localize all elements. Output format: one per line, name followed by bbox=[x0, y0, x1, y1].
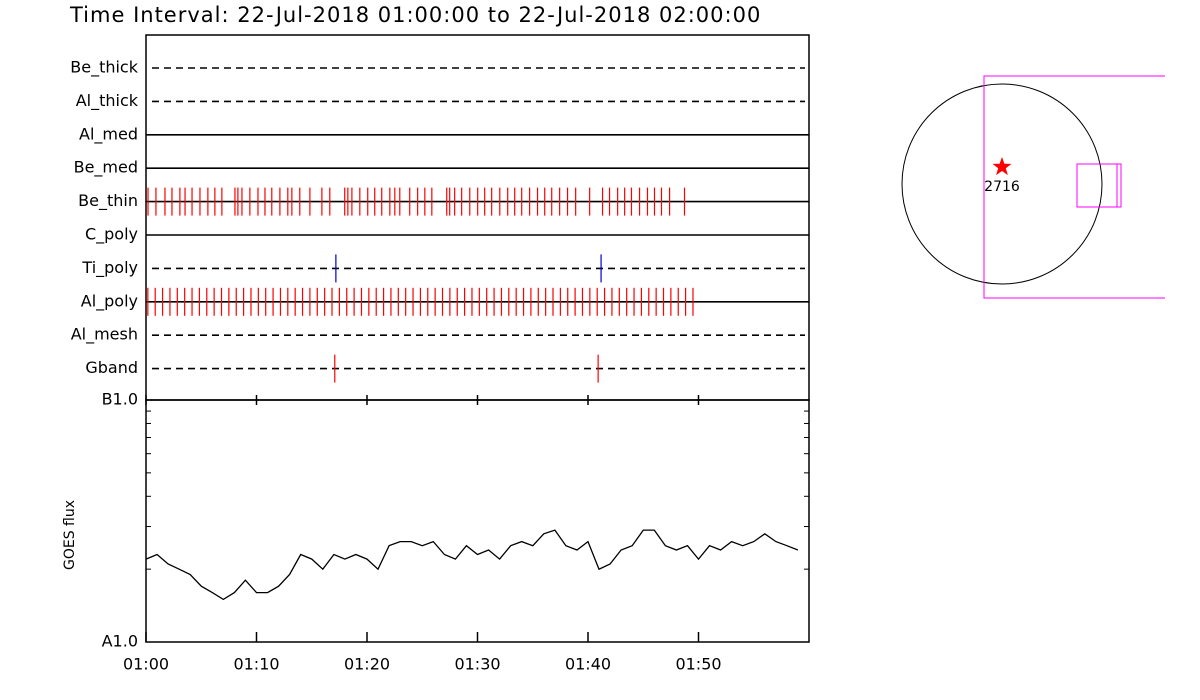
fov-box bbox=[983, 75, 1165, 299]
x-tick-label: 01:40 bbox=[565, 655, 611, 674]
region-label: 2716 bbox=[984, 179, 1020, 195]
filter-label: C_poly bbox=[85, 225, 138, 245]
title: Time Interval: 22-Jul-2018 01:00:00 to 2… bbox=[69, 3, 761, 27]
x-tick-label: 01:10 bbox=[233, 655, 279, 674]
x-tick-label: 01:00 bbox=[123, 655, 169, 674]
goes-frame bbox=[145, 399, 810, 643]
filter-label: Be_med bbox=[74, 158, 138, 178]
x-tick-label: 01:30 bbox=[454, 655, 500, 674]
filter-label: Be_thin bbox=[78, 191, 138, 211]
filter-label: Al_thick bbox=[76, 91, 139, 111]
target-box bbox=[1076, 163, 1122, 208]
timeline-frame bbox=[145, 34, 810, 401]
filter-label: Al_mesh bbox=[71, 325, 138, 345]
filter-label: Al_med bbox=[79, 124, 138, 144]
y-tick-label: A1.0 bbox=[102, 632, 138, 651]
y-axis-label: GOES flux bbox=[62, 500, 78, 570]
solar-limb bbox=[901, 83, 1103, 285]
goes-flux-line bbox=[145, 529, 799, 601]
sun-map: 2716 bbox=[901, 75, 1165, 299]
filter-label: Ti_poly bbox=[81, 258, 138, 278]
filter-label: Al_poly bbox=[81, 291, 138, 311]
region-star bbox=[992, 157, 1012, 176]
x-tick-label: 01:20 bbox=[344, 655, 390, 674]
filter-label: Gband bbox=[85, 358, 138, 377]
x-tick-label: 01:50 bbox=[675, 655, 721, 674]
filter-label: Be_thick bbox=[70, 58, 138, 78]
y-tick-label: B1.0 bbox=[102, 390, 138, 409]
